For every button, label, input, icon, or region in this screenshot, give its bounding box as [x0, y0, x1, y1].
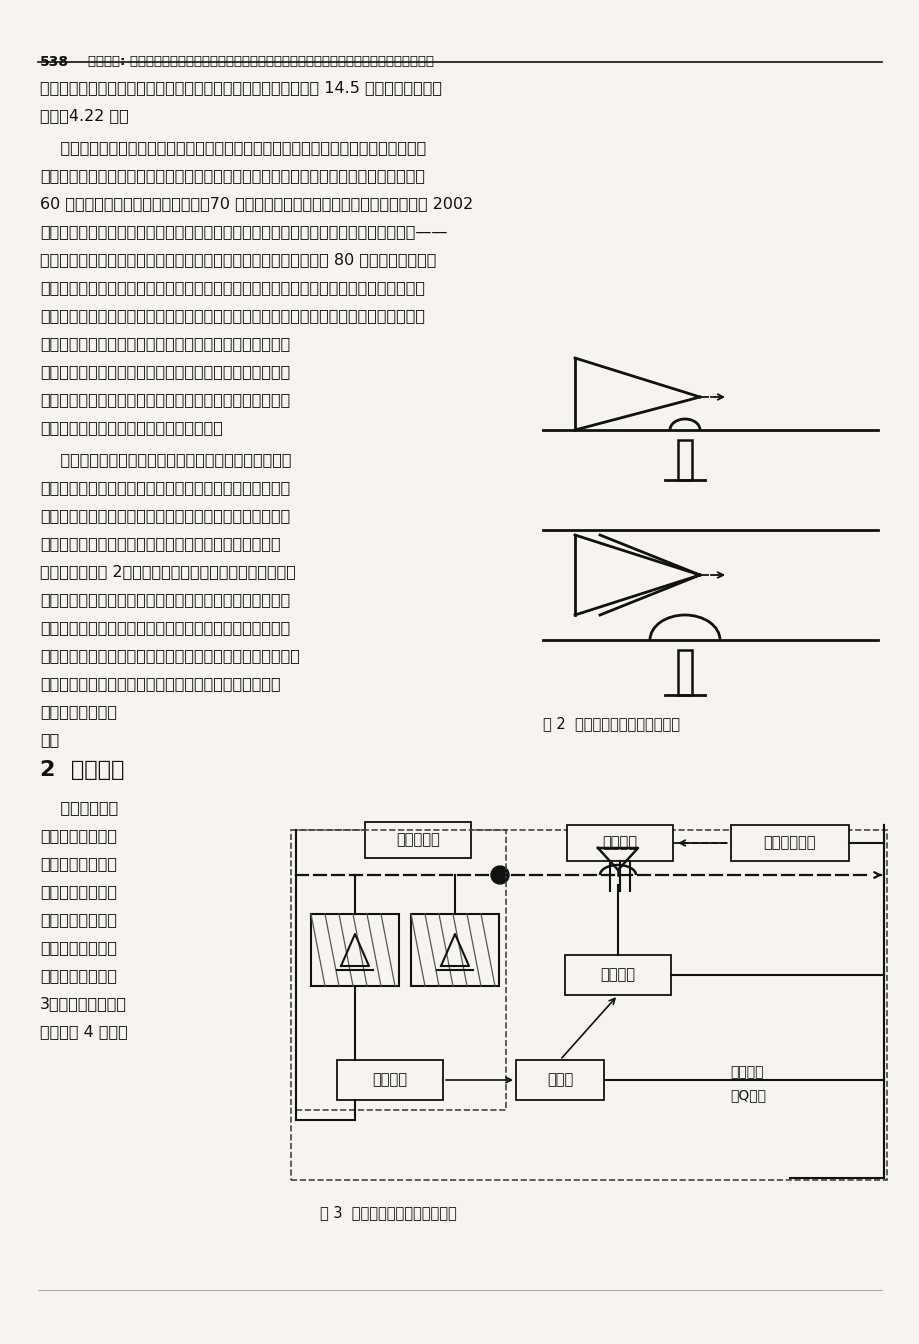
- Bar: [311, 914, 399, 986]
- Bar: [516, 1060, 604, 1099]
- Bar: [731, 825, 848, 862]
- Text: 光学系统: 光学系统: [602, 836, 637, 851]
- Text: 测速控制: 测速控制: [372, 1073, 407, 1087]
- Text: 装置如图 4 所示，: 装置如图 4 所示，: [40, 1024, 128, 1039]
- Bar: [564, 956, 670, 995]
- Bar: [411, 914, 498, 986]
- Text: 管和弹道靶组合设: 管和弹道靶组合设: [40, 884, 117, 899]
- Text: 压力为4.22 倍。: 压力为4.22 倍。: [40, 108, 129, 124]
- Text: 这是一类典型的多波系相互干扰的流动问题，涉及复杂的激波反射、绕射等物理现象，: 这是一类典型的多波系相互干扰的流动问题，涉及复杂的激波反射、绕射等物理现象，: [40, 140, 425, 155]
- Text: 2  实验研究: 2 实验研究: [40, 759, 124, 780]
- Bar: [336, 1060, 443, 1099]
- Text: 发射核弹头到高空引爆，以拦截来犯的核武器或生化武器导弹。国内 80 年代初，对此类流: 发射核弹头到高空引爆，以拦截来犯的核武器或生化武器导弹。国内 80 年代初，对此…: [40, 253, 436, 267]
- Text: 用爆炸波装置和弹道靶设计了爆炸波与超声速飞行物体作: 用爆炸波装置和弹道靶设计了爆炸波与超声速飞行物体作: [40, 536, 280, 551]
- Text: 图 2  爆炸波与飞行体作用示意图: 图 2 爆炸波与飞行体作用示意图: [542, 716, 679, 731]
- Text: 点火装置: 点火装置: [600, 968, 635, 982]
- Text: 动的实验方案进行了论证，并利用激波管与激波风洞的组合设备进行了楔面、圆锥的头激波: 动的实验方案进行了论证，并利用激波管与激波风洞的组合设备进行了楔面、圆锥的头激波: [40, 280, 425, 294]
- Text: 作用显示图象；通过发展动态网格重叠技术和计算流动图象: 作用显示图象；通过发展动态网格重叠技术和计算流动图象: [40, 591, 289, 607]
- Text: 的相互作用（如图: 的相互作用（如图: [40, 968, 117, 982]
- Text: 荷。: 荷。: [40, 732, 59, 747]
- Text: 延时器: 延时器: [546, 1073, 573, 1087]
- Bar: [566, 825, 673, 862]
- Bar: [296, 831, 505, 1110]
- Text: 与平面波相互作用的两波干扰实验，但是由于试验的复杂性使得难以获得定量的研究结果，: 与平面波相互作用的两波干扰实验，但是由于试验的复杂性使得难以获得定量的研究结果，: [40, 308, 425, 323]
- Text: 面产生的冲击波载: 面产生的冲击波载: [40, 704, 117, 719]
- Text: 实验结果只能提供定性分析。也有一些工程的和数值计算的: 实验结果只能提供定性分析。也有一些工程的和数值计算的: [40, 336, 289, 351]
- Circle shape: [491, 866, 508, 884]
- Text: 试验、测量显示技术来解决这类复杂干扰流动问题。本文利: 试验、测量显示技术来解决这类复杂干扰流动问题。本文利: [40, 508, 289, 523]
- Bar: [365, 823, 471, 857]
- Text: 与超声速运动物体: 与超声速运动物体: [40, 939, 117, 956]
- Text: 点灯信号: 点灯信号: [729, 1064, 763, 1079]
- Text: 用后，在物体迎风面产生的峰值冲击压力为无爆炸波作用时压力的 14.5 倍，背风面的峰值: 用后，在物体迎风面产生的峰值冲击压力为无爆炸波作用时压力的 14.5 倍，背风面…: [40, 81, 441, 95]
- Text: 60 年代初便开展了理论与实验研究，70 年代以后，很少公布该方面的研究结果，直至 2002: 60 年代初便开展了理论与实验研究，70 年代以后，很少公布该方面的研究结果，直…: [40, 196, 472, 211]
- Text: 红宝石激光器: 红宝石激光器: [763, 836, 815, 851]
- Text: 调Q信号: 调Q信号: [729, 1089, 766, 1102]
- Text: 象与试验结果直接比较，验证数值计算的有效性；综合试验、: 象与试验结果直接比较，验证数值计算的有效性；综合试验、: [40, 648, 300, 663]
- Text: 用的试验（如图 2），采用光栅干涉技术获得了清晰的两波: 用的试验（如图 2），采用光栅干涉技术获得了清晰的两波: [40, 564, 296, 579]
- Text: 超声速飞行物体相互作用这一非定常过程，至于有关爆炸形: 超声速飞行物体相互作用这一非定常过程，至于有关爆炸形: [40, 392, 289, 407]
- Text: 成的冲击波与飞行物体的作用却少有报道。: 成的冲击波与飞行物体的作用却少有报道。: [40, 419, 222, 435]
- Text: 结果，但都局限在定常解的范围内，未能真正反映出激波与: 结果，但都局限在定常解的范围内，未能真正反映出激波与: [40, 364, 289, 379]
- Text: 3）。形成爆炸波的: 3）。形成爆炸波的: [40, 996, 127, 1011]
- Bar: [677, 650, 691, 695]
- Text: 而且这类研究成果对飞行器的结构设计、武器系统的突防拦截等方面有重要的意义，国外自: 而且这类研究成果对飞行器的结构设计、武器系统的突防拦截等方面有重要的意义，国外自: [40, 168, 425, 183]
- Text: 于物体，利用激波: 于物体，利用激波: [40, 856, 117, 871]
- Text: 倪鸿礼等: 应用试验、数值计算和计算流动图象显示技术研究爆炸波与超声速运动物体的相互作用: 倪鸿礼等: 应用试验、数值计算和计算流动图象显示技术研究爆炸波与超声速运动物体的…: [88, 55, 434, 69]
- Text: 年，美国《华盛顿邮报》报道：美国有意重新研发一项因备受争议而搁置了三十年的计划——: 年，美国《华盛顿邮报》报道：美国有意重新研发一项因备受争议而搁置了三十年的计划—…: [40, 224, 447, 239]
- Text: 光学探测器: 光学探测器: [396, 832, 439, 848]
- Text: 图 3  弹道靶及爆炸波装置示意图: 图 3 弹道靶及爆炸波装置示意图: [320, 1206, 456, 1220]
- Text: 为了模拟爆炸: 为了模拟爆炸: [40, 800, 119, 814]
- Text: 显示技术，进行数值模拟，并将数值模拟结果转换成干涉图: 显示技术，进行数值模拟，并将数值模拟结果转换成干涉图: [40, 620, 289, 634]
- Bar: [677, 439, 691, 480]
- Text: 538: 538: [40, 55, 69, 69]
- Text: 大增加了研究这类问题的难度，为此必须发展先进的计算、: 大增加了研究这类问题的难度，为此必须发展先进的计算、: [40, 480, 289, 495]
- Bar: [290, 831, 886, 1180]
- Text: 波与激波同时作用: 波与激波同时作用: [40, 828, 117, 843]
- Text: 计算和计算流动图象显示技术得到飞行器受两波作用后表: 计算和计算流动图象显示技术得到飞行器受两波作用后表: [40, 676, 280, 691]
- Text: 备，设计了爆炸波: 备，设计了爆炸波: [40, 913, 117, 927]
- Text: 由于流场中同时出现两类不同运动形式且相互干扰，大: 由于流场中同时出现两类不同运动形式且相互干扰，大: [40, 452, 291, 466]
